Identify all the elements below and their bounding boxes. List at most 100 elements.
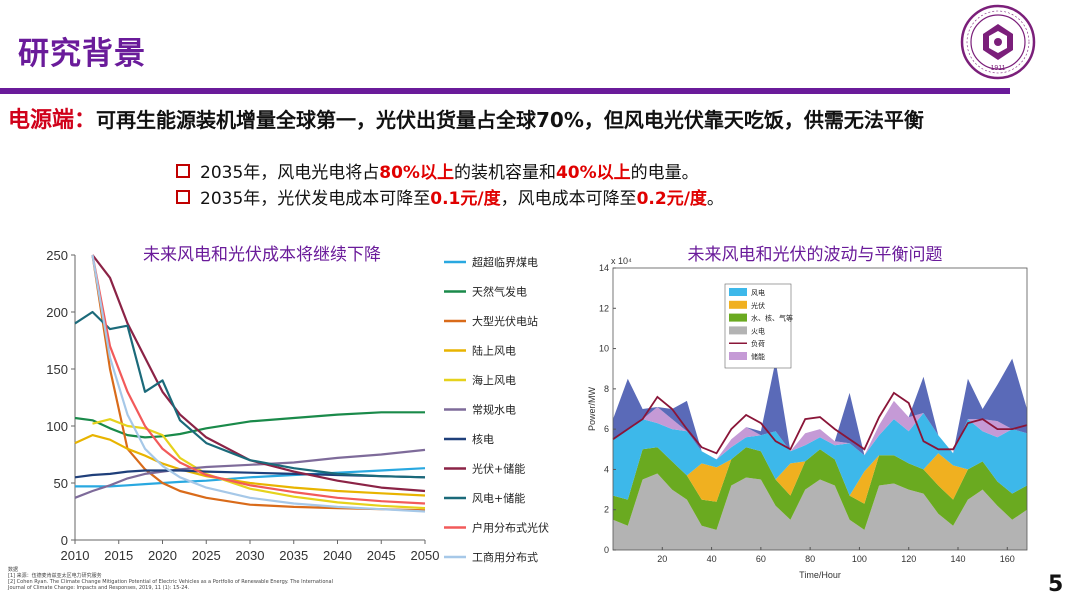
footnote-line: Journal of Climate Change: Impacts and R… [8,585,190,591]
university-seal-icon: 1911 [960,4,1036,80]
x-tick-label: 2045 [367,548,396,563]
bullet-square-icon [176,163,190,178]
legend-label: 储能 [751,352,765,361]
legend-swatch [729,326,747,335]
y-tick-label: 8 [604,384,609,394]
y-tick-label: 14 [599,263,609,273]
chart2-title: 未来风电和光伏的波动与平衡问题 [688,245,943,265]
area-layer-3 [613,413,1027,500]
legend-label: 水、核、气等 [751,314,793,323]
x-tick-label: 2040 [323,548,352,563]
legend-label: 超超临界煤电 [472,255,538,269]
bullet-text-part: ，风电成本可降至 [500,189,637,209]
y-tick-label: 0 [61,533,68,548]
chart1-legend: 超超临界煤电天然气发电大型光伏电站陆上风电海上风电常规水电核电光伏+储能风电+储… [444,255,549,564]
y-axis-title: Power/MW [587,387,597,432]
x-tick-label: 2050 [411,548,440,563]
legend-swatch [729,352,747,360]
y-tick-label: 12 [599,303,609,313]
x-tick-label: 20 [657,554,667,564]
legend-label: 海上风电 [472,373,516,387]
legend-label: 光伏+储能 [472,462,525,476]
y-tick-label: 6 [604,424,609,434]
title-divider [0,88,1010,94]
bullet-item: 2035年，风电光电将占80%以上的装机容量和40%以上的电量。 [176,158,699,183]
chart2-axes: 0 2 4 6 8 10 12 14 20 40 60 80 100 120 140 160 Time/Hour… [587,256,1028,580]
series-line-8 [74,310,426,479]
legend-swatch [729,300,747,309]
x-tick-label: 40 [707,554,717,564]
x-axis-title: Time/Hour [799,570,841,580]
area-layer-2 [613,447,1027,504]
series-line-5 [74,448,426,499]
legend-label: 火电 [751,326,765,335]
footnote-line: 数据 [8,567,19,573]
x-tick-label: 2020 [148,548,177,563]
chart2-areas [612,358,1028,550]
y-exponent-label: x 10⁴ [611,256,632,266]
legend-label: 常规水电 [472,403,516,417]
area-layer-5 [613,358,1027,460]
y-tick-label: 200 [46,305,68,320]
x-tick-label: 100 [852,554,867,564]
area-layer-4 [613,400,1027,460]
bullet-text: 2035年，风电光电将占80%以上的装机容量和40%以上的电量。 [200,158,699,183]
bullet-text-part: 2035年，风电光电将占 [200,163,380,183]
legend-swatch [729,313,747,322]
legend-label: 光伏 [751,301,765,310]
footnote-line: [1] 来源：伍德麦肯兹亚太区电力研究服务 [8,573,102,579]
bullet-highlight: 40%以上 [555,163,631,183]
legend-label: 大型光伏电站 [472,314,538,328]
y-tick-label: 2 [604,505,609,515]
x-tick-label: 2010 [61,548,90,563]
series-line-1 [74,411,425,439]
chart1-title: 未来风电和光伏成本将继续下降 [143,245,381,265]
x-tick-label: 120 [901,554,916,564]
bullet-highlight: 80%以上 [379,163,454,183]
plot-frame [612,267,1028,551]
chart1-axes: 0 50 100 150 200 250 2010 2015 2020 2025 2030 2035 2… [46,248,439,563]
y-tick-label: 100 [46,419,68,434]
footnote-line: [2] Cohen Ryan. The Climate Change Mitig… [8,579,334,585]
area-layer-0 [613,473,1027,550]
load-line [612,391,1028,455]
bullet-text: 2035年，光伏发电成本可降至0.1元/度，风电成本可降至0.2元/度。 [200,184,724,209]
headline: 电源端：可再生能源装机增量全球第一，光伏出货量占全球70%，但风电光伏靠天吃饭，… [8,102,924,134]
y-tick-label: 250 [46,248,68,263]
footnote: 数据 [1] 来源：伍德麦肯兹亚太区电力研究服务 [2] Cohen Ryan.… [8,567,528,591]
series-line-10 [91,254,426,513]
page-title: 研究背景 [18,36,146,72]
y-tick-label: 10 [599,344,609,354]
y-tick-label: 4 [604,464,609,474]
chart1-lines [74,254,426,513]
legend-label: 核电 [472,432,494,446]
legend-swatch [729,288,747,296]
x-tick-label: 140 [950,554,965,564]
seal-year: 1911 [990,65,1005,72]
page-number: 5 [1048,572,1064,597]
bullet-text-part: 。 [706,189,724,209]
x-tick-label: 60 [756,554,766,564]
x-tick-label: 2030 [236,548,265,563]
x-tick-label: 2035 [279,548,308,563]
bullet-highlight: 0.1元/度 [430,189,501,209]
y-tick-label: 50 [54,476,68,491]
bullet-highlight: 0.2元/度 [636,189,707,209]
y-tick-label: 0 [604,545,609,555]
headline-text: 可再生能源装机增量全球第一，光伏出货量占全球70%，但风电光伏靠天吃饭，供需无法… [96,108,924,132]
x-tick-label: 160 [1000,554,1015,564]
y-tick-label: 150 [46,362,68,377]
legend-label: 工商用分布式 [472,550,538,564]
x-tick-label: 2015 [104,548,133,563]
series-line-7 [91,254,426,493]
bullet-item: 2035年，光伏发电成本可降至0.1元/度，风电成本可降至0.2元/度。 [176,184,724,209]
series-line-9 [91,254,426,505]
x-tick-label: 80 [805,554,815,564]
legend-label: 风电 [751,288,765,297]
headline-lead: 电源端： [8,108,97,133]
bullet-text-part: 2035年，光伏发电成本可降至 [200,189,431,209]
series-line-4 [92,418,426,510]
legend-label: 陆上风电 [472,344,516,358]
bullet-text-part: 的电量。 [630,163,699,183]
